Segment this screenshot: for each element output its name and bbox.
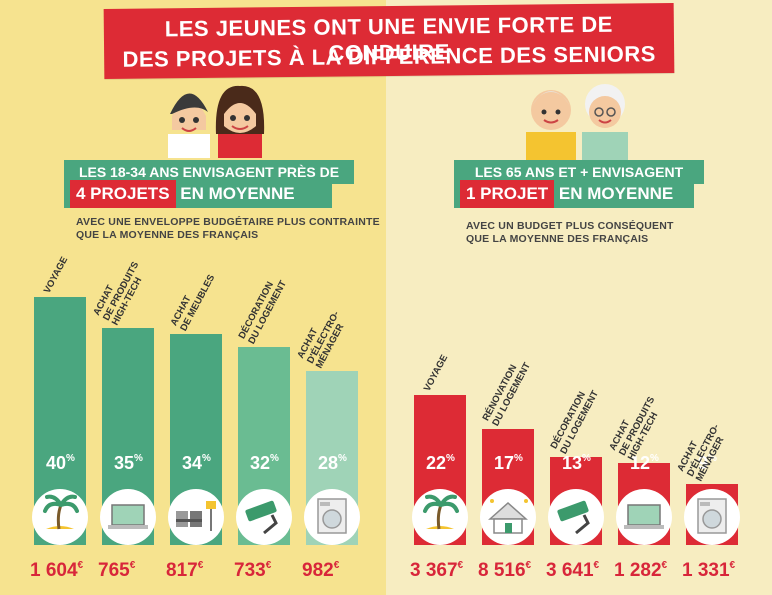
- chart-1-icon-circle-4: [236, 489, 292, 545]
- chart-2-value-label-4: 12%: [630, 453, 659, 473]
- chart-1-value-suffix-1: %: [66, 453, 75, 464]
- title-banner: LES JEUNES ONT UNE ENVIE FORTE DE CONDUI…: [103, 3, 675, 79]
- chart-2-amount-1: 3 367€: [410, 560, 464, 581]
- chart-1-icon-circle-3: [168, 489, 224, 545]
- chart-1-value-label-4: 32%: [250, 453, 279, 473]
- right-headline-highlight: 1 PROJET: [460, 180, 555, 208]
- chart-1-amount-unit-3: €: [197, 560, 204, 571]
- chart-2-amount-unit-5: €: [729, 560, 736, 571]
- chart-1-amount-unit-1: €: [77, 560, 84, 571]
- young-people-illustration: [168, 85, 265, 158]
- chart-2-icon-circle-5: [684, 489, 740, 545]
- chart-2-value-label-1: 22%: [426, 453, 455, 473]
- palm-tree-icon: [423, 494, 459, 530]
- chart-1-amount-3: 817€: [166, 560, 204, 581]
- chart-1-amount-unit-2: €: [129, 560, 136, 571]
- left-headline-highlight: 4 PROJETS: [70, 180, 176, 208]
- washing-machine-icon: [317, 498, 347, 534]
- chart-2-amount-unit-4: €: [661, 560, 668, 571]
- chart-2-amount-unit-1: €: [457, 560, 464, 571]
- right-headline-line-2: 1 PROJET EN MOYENNE: [454, 180, 694, 208]
- chart-1-value-label-3: 34%: [182, 453, 211, 473]
- chart-2-value-label-3: 13%: [562, 453, 591, 473]
- chart-1-value-label-2: 35%: [114, 453, 143, 473]
- chart-1-icon-circle-2: [100, 489, 156, 545]
- chart-1-amount-4: 733€: [234, 560, 272, 581]
- palm-tree-icon: [43, 494, 79, 530]
- chart-2-icon-circle-1: [412, 489, 468, 545]
- chart-2-value-suffix-4: %: [650, 453, 659, 464]
- chart-1-icon-circle-1: [32, 489, 88, 545]
- chart-1-value-label-1: 40%: [46, 453, 75, 473]
- chart-1-amount-5: 982€: [302, 560, 340, 581]
- chart-1-amount-unit-5: €: [333, 560, 340, 571]
- chart-2-amount-unit-2: €: [525, 560, 532, 571]
- chart-2-amount-3: 3 641€: [546, 560, 600, 581]
- chart-2-value-label-5: 9%: [698, 453, 717, 473]
- chart-2-value-suffix-2: %: [514, 453, 523, 464]
- left-headline-text-1: LES 18-34 ANS ENVISAGENT PRÈS DE: [78, 164, 340, 180]
- laptop-icon: [624, 504, 664, 529]
- washing-machine-icon: [697, 498, 727, 534]
- chart-1-amount-2: 765€: [98, 560, 136, 581]
- left-caption-line-1: AVEC UNE ENVELOPPE BUDGÉTAIRE PLUS CONTR…: [76, 216, 380, 228]
- chart-2-icon-circle-3: [548, 489, 604, 545]
- seniors-illustration: [526, 84, 628, 160]
- chart-2-icon-circle-4: [616, 489, 672, 545]
- right-headline-rest: EN MOYENNE: [554, 184, 674, 203]
- chart-1-value-suffix-4: %: [270, 453, 279, 464]
- paint-roller-icon: [557, 500, 590, 535]
- left-headline-line-2: 4 PROJETS EN MOYENNE: [64, 180, 332, 208]
- chart-2-value-label-2: 17%: [494, 453, 523, 473]
- laptop-icon: [108, 504, 148, 529]
- chart-1-value-suffix-5: %: [338, 453, 347, 464]
- chart-2-value-suffix-3: %: [582, 453, 591, 464]
- paint-roller-icon: [245, 500, 278, 535]
- right-caption-line-1: AVEC UN BUDGET PLUS CONSÉQUENT: [466, 220, 674, 232]
- house-icon: [488, 499, 528, 534]
- chart-2-value-suffix-5: %: [708, 453, 717, 464]
- chart-1-value-suffix-2: %: [134, 453, 143, 464]
- right-caption-line-2: QUE LA MOYENNE DES FRANÇAIS: [466, 233, 649, 245]
- title-line-2: DES PROJETS À LA DIFFÉRENCE DES SENIORS: [122, 41, 656, 72]
- chart-1-value-suffix-3: %: [202, 453, 211, 464]
- right-headline-text-1: LES 65 ANS ET + ENVISAGENT: [474, 164, 684, 180]
- chart-1-amount-1: 1 604€: [30, 560, 84, 581]
- left-caption-line-2: QUE LA MOYENNE DES FRANÇAIS: [76, 229, 259, 241]
- left-headline-rest: EN MOYENNE: [175, 184, 295, 203]
- chairs-lamp-icon: [176, 501, 216, 531]
- chart-2-amount-4: 1 282€: [614, 560, 668, 581]
- chart-2-amount-5: 1 331€: [682, 560, 736, 581]
- chart-2-amount-unit-3: €: [593, 560, 600, 571]
- chart-1-value-label-5: 28%: [318, 453, 347, 473]
- chart-2-amount-2: 8 516€: [478, 560, 532, 581]
- chart-2-icon-circle-2: [480, 489, 536, 545]
- chart-1-amount-unit-4: €: [265, 560, 272, 571]
- chart-1-icon-circle-5: [304, 489, 360, 545]
- chart-2-value-suffix-1: %: [446, 453, 455, 464]
